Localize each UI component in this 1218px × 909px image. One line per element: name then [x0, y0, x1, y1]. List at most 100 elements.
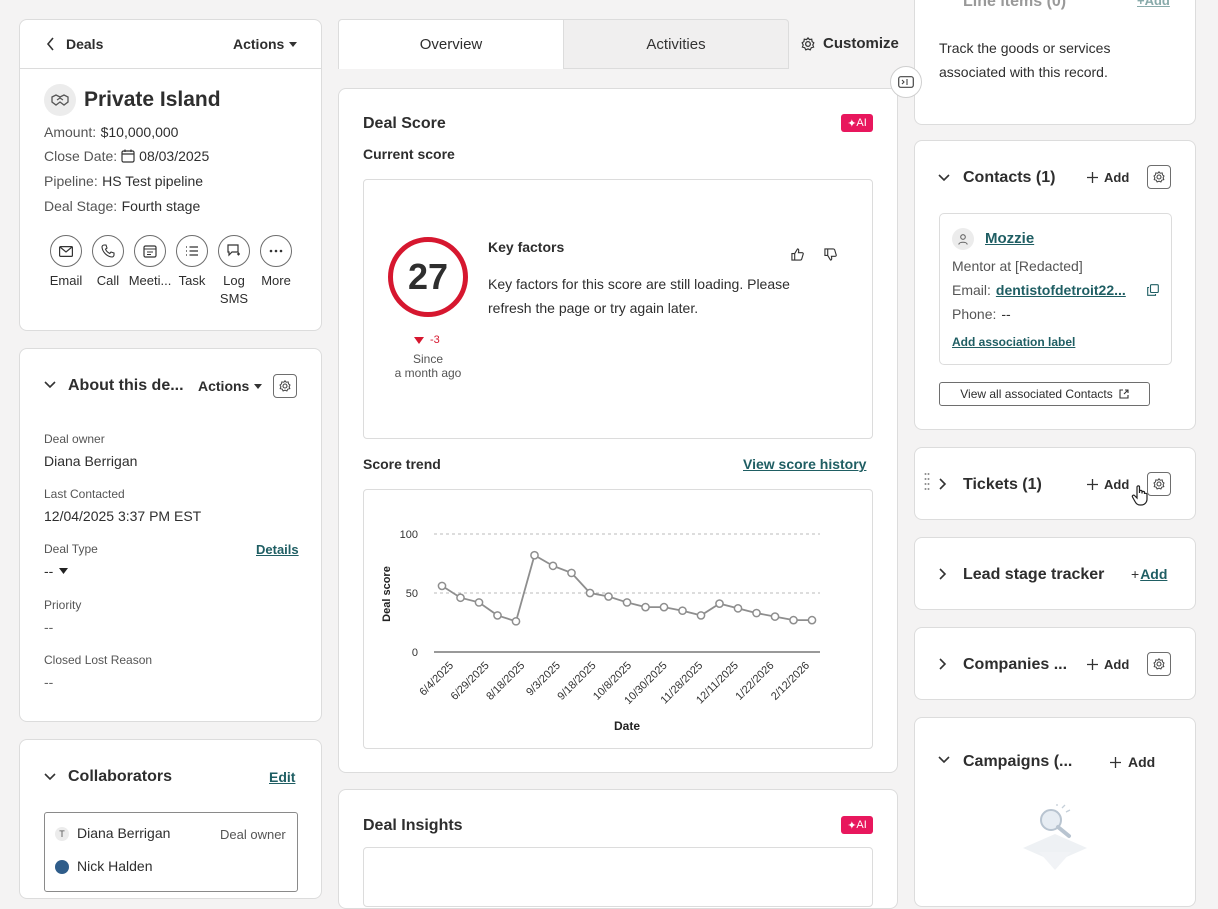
- log-sms-button[interactable]: [218, 235, 250, 267]
- about-settings-button[interactable]: [273, 374, 297, 398]
- companies-card: Companies ... Add: [914, 627, 1196, 700]
- add-association-label-link[interactable]: Add association label: [952, 335, 1076, 349]
- y-tick-label: 0: [412, 647, 418, 659]
- data-point: [807, 615, 817, 625]
- deal-owner-label: Deal owner: [44, 432, 105, 446]
- deal-score-title: Deal Score: [363, 115, 446, 132]
- y-tick-label: 100: [400, 529, 418, 541]
- copy-icon[interactable]: [1147, 284, 1159, 296]
- deal-owner-value[interactable]: Diana Berrigan: [44, 453, 138, 469]
- about-card: About this de... Actions Deal owner Dian…: [19, 348, 322, 722]
- gear-icon: [801, 36, 815, 51]
- call-button[interactable]: [92, 235, 124, 267]
- calendar-icon: [121, 149, 135, 163]
- tickets-title[interactable]: Tickets (1): [963, 476, 1042, 493]
- add-label: Add: [1104, 657, 1130, 672]
- amount-value[interactable]: $10,000,000: [100, 124, 179, 140]
- campaigns-add-button[interactable]: Add: [1110, 754, 1155, 770]
- about-actions-label: Actions: [198, 378, 250, 394]
- thumbs-up-icon[interactable]: [791, 248, 804, 261]
- email-label: Email:: [952, 282, 991, 298]
- contact-phone-value[interactable]: --: [1001, 306, 1011, 322]
- email-button[interactable]: [50, 235, 82, 267]
- about-title[interactable]: About this de...: [68, 377, 184, 394]
- companies-title[interactable]: Companies ...: [963, 656, 1068, 673]
- task-button[interactable]: [176, 235, 208, 267]
- closed-lost-value[interactable]: --: [44, 674, 54, 690]
- priority-value[interactable]: --: [44, 619, 54, 635]
- companies-add-button[interactable]: Add: [1087, 657, 1129, 672]
- view-score-history-link[interactable]: View score history: [743, 456, 867, 472]
- lead-stage-title[interactable]: Lead stage tracker: [963, 566, 1105, 583]
- tickets-card: Tickets (1) Add: [914, 447, 1196, 520]
- companies-settings-button[interactable]: [1147, 652, 1171, 676]
- y-tick-label: 50: [406, 588, 418, 600]
- close-date-value[interactable]: 08/03/2025: [139, 148, 210, 164]
- collaborators-list: T Diana Berrigan Deal owner Nick Halden: [44, 812, 298, 892]
- magnifier-illustration-icon: [1023, 804, 1087, 870]
- collaborators-edit-link[interactable]: Edit: [269, 769, 296, 785]
- thumbs-down-icon[interactable]: [824, 248, 837, 261]
- chevron-down-icon[interactable]: [938, 756, 950, 764]
- score-trend-label: Score trend: [363, 456, 441, 472]
- meeting-button[interactable]: [134, 235, 166, 267]
- contact-name-link[interactable]: Mozzie: [985, 230, 1035, 247]
- score-value: 27: [388, 237, 468, 317]
- actions-dropdown[interactable]: Actions: [233, 36, 298, 52]
- collaborators-title[interactable]: Collaborators: [68, 768, 173, 785]
- collaborator-role: Deal owner: [220, 827, 286, 842]
- lead-stage-add-button[interactable]: + Add: [1131, 566, 1168, 582]
- tab-activities[interactable]: Activities: [563, 19, 789, 69]
- chevron-right-icon[interactable]: [939, 478, 947, 490]
- data-point: [733, 603, 743, 613]
- panel-toggle-button[interactable]: [890, 66, 922, 98]
- chevron-right-icon[interactable]: [939, 658, 947, 670]
- deal-type-details-link[interactable]: Details: [256, 542, 299, 557]
- chevron-down-icon[interactable]: [44, 773, 56, 781]
- deal-stage-label: Deal Stage:: [44, 198, 118, 214]
- chevron-right-icon[interactable]: [939, 568, 947, 580]
- last-contacted-value[interactable]: 12/04/2025 3:37 PM EST: [44, 508, 202, 524]
- deal-stage-value[interactable]: Fourth stage: [121, 198, 201, 214]
- deal-title: Private Island: [84, 88, 221, 111]
- contacts-title[interactable]: Contacts (1): [963, 169, 1056, 186]
- email-icon: [59, 245, 73, 257]
- data-point: [770, 612, 780, 621]
- data-point: [752, 608, 761, 618]
- tickets-settings-button[interactable]: [1147, 472, 1171, 496]
- score-change: -3: [414, 334, 440, 346]
- contact-email-link[interactable]: dentistofdetroit22...: [995, 282, 1126, 298]
- back-button[interactable]: Deals: [46, 36, 103, 52]
- tab-overview[interactable]: Overview: [338, 19, 564, 69]
- about-actions-dropdown[interactable]: Actions: [198, 378, 263, 394]
- tickets-add-button[interactable]: Add: [1087, 477, 1129, 492]
- deal-type-select[interactable]: --: [44, 563, 69, 579]
- phone-icon: [101, 244, 115, 258]
- data-point: [548, 561, 558, 571]
- data-point: [456, 593, 465, 603]
- line-items-title[interactable]: Line items (0): [963, 0, 1067, 10]
- more-button[interactable]: [260, 235, 292, 267]
- deal-type-label: Deal Type: [44, 542, 98, 556]
- view-all-contacts-button[interactable]: View all associated Contacts: [939, 382, 1150, 406]
- line-items-add-link[interactable]: +Add: [1137, 0, 1170, 8]
- chevron-down-icon[interactable]: [44, 381, 56, 389]
- campaigns-title[interactable]: Campaigns (...: [963, 753, 1073, 770]
- current-score-label: Current score: [363, 146, 455, 162]
- contacts-add-button[interactable]: Add: [1087, 170, 1129, 185]
- score-trend-chart-panel: 0 50 100 Deal score Date 6/4/2025 6/29/2025 8/1…: [363, 489, 873, 749]
- contacts-settings-button[interactable]: [1147, 165, 1171, 189]
- chevron-down-icon[interactable]: [938, 174, 950, 182]
- closed-lost-label: Closed Lost Reason: [44, 653, 153, 667]
- meeting-action-label: Meeti...: [128, 273, 172, 288]
- pipeline-value[interactable]: HS Test pipeline: [102, 173, 204, 189]
- log-sms-action-label: Log SMS: [219, 273, 249, 306]
- sidebar-toggle-icon: [898, 76, 914, 88]
- data-point: [641, 602, 650, 612]
- drag-handle-icon[interactable]: [924, 472, 930, 494]
- customize-button[interactable]: Customize: [801, 35, 899, 52]
- tab-bar: Overview Activities: [338, 19, 789, 69]
- collaborators-card: Collaborators Edit T Diana Berrigan Deal…: [19, 739, 322, 899]
- more-action-label: More: [261, 273, 291, 288]
